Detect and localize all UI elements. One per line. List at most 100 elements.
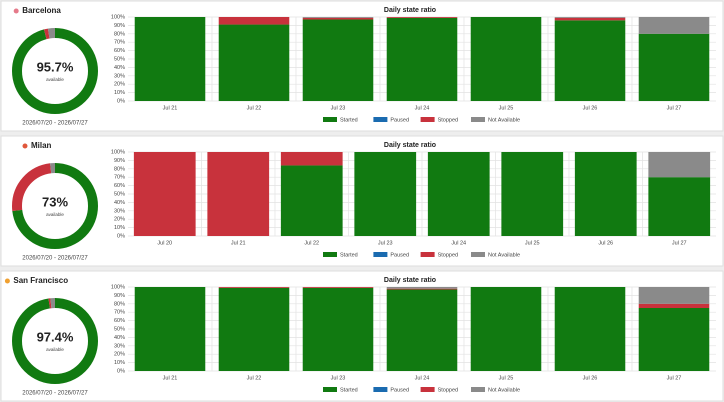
date-range: 2026/07/20 - 2026/07/27 [22,391,88,397]
x-tick-label: Jul 27 [667,105,682,111]
y-tick-label: 50% [114,326,125,332]
bar-segment [207,152,270,236]
chart-title: Daily state ratio [384,7,436,14]
y-tick-label: 90% [114,293,125,299]
x-tick-label: Jul 27 [667,375,682,381]
y-tick-label: 20% [114,352,125,358]
center-value: 95.7% [37,59,74,74]
center-caption: available [46,212,64,217]
x-tick-label: Jul 22 [247,105,262,111]
bar-segment [427,152,490,236]
bar-segment [302,17,374,18]
y-tick-label: 40% [114,335,125,341]
x-tick-label: Jul 24 [451,240,466,246]
donut-segment [12,298,98,384]
x-tick-label: Jul 23 [331,105,346,111]
bar-segment [218,24,290,102]
bar-segment [134,17,206,101]
legend-label: Stopped [438,117,459,123]
y-tick-label: 30% [114,73,125,79]
legend-swatch [373,387,388,392]
bar-segment [386,289,458,371]
bar-segment [574,152,637,236]
legend-label: Started [340,387,358,393]
bar-segment [501,152,564,236]
bar-segment [386,287,458,289]
x-tick-label: Jul 25 [499,105,514,111]
legend-label: Not Available [488,387,520,393]
y-tick-label: 0% [117,233,125,239]
y-tick-label: 100% [111,14,125,20]
legend-swatch [373,117,388,122]
bar-segment [386,17,458,102]
center-caption: available [46,77,64,82]
y-tick-label: 100% [111,284,125,290]
y-tick-label: 10% [114,225,125,231]
bar-segment [648,152,711,178]
bar-segment [470,287,542,371]
panel-title: Barcelona [22,6,61,15]
x-tick-label: Jul 22 [247,375,262,381]
bar-segment [554,17,626,18]
x-tick-label: Jul 26 [583,375,598,381]
donut-segment [12,163,98,249]
y-tick-label: 0% [117,368,125,374]
y-tick-label: 90% [114,23,125,29]
legend-label: Paused [390,387,409,393]
center-value: 97.4% [37,329,74,344]
x-tick-label: Jul 21 [163,375,178,381]
legend-label: Started [340,252,358,258]
bar-segment [280,165,343,236]
x-tick-label: Jul 22 [304,240,319,246]
legend-swatch [420,117,435,122]
legend-label: Started [340,117,358,123]
bar-segment [218,17,290,25]
y-tick-label: 60% [114,48,125,54]
y-tick-label: 80% [114,301,125,307]
bar-segment [638,303,710,308]
title-dot [13,8,19,14]
y-tick-label: 20% [114,217,125,223]
y-tick-label: 50% [114,191,125,197]
bar-segment [133,152,196,236]
center-value: 73% [42,194,68,209]
x-tick-label: Jul 21 [163,105,178,111]
y-tick-label: 30% [114,343,125,349]
bar-segment [554,20,626,101]
bar-segment [554,287,626,371]
y-tick-label: 70% [114,310,125,316]
y-tick-label: 100% [111,149,125,155]
y-tick-label: 60% [114,183,125,189]
bar-segment [280,152,343,166]
x-tick-label: Jul 26 [598,240,613,246]
panel-title: San Francisco [13,276,68,285]
bar-segment [386,17,458,18]
legend-swatch [471,252,485,257]
legend-label: Not Available [488,252,520,258]
legend-label: Paused [390,252,409,258]
y-tick-label: 40% [114,200,125,206]
bar-segment [302,287,374,288]
bar-segment [302,19,374,101]
bar-segment [302,17,374,20]
legend-label: Stopped [438,387,459,393]
y-tick-label: 50% [114,56,125,62]
bar-segment [134,287,206,371]
x-tick-label: Jul 25 [525,240,540,246]
bar-segment [354,152,417,236]
legend-swatch [323,117,337,122]
legend-swatch [420,387,435,392]
x-tick-label: Jul 25 [499,375,514,381]
chart-title: Daily state ratio [384,142,436,149]
bar-segment [470,17,542,101]
bar-segment [554,17,626,21]
donut-segment [12,28,98,114]
date-range: 2026/07/20 - 2026/07/27 [22,256,88,262]
y-tick-label: 90% [114,158,125,164]
y-tick-label: 20% [114,82,125,88]
legend-swatch [323,387,337,392]
legend-label: Not Available [488,117,520,123]
bar-segment [638,308,710,371]
